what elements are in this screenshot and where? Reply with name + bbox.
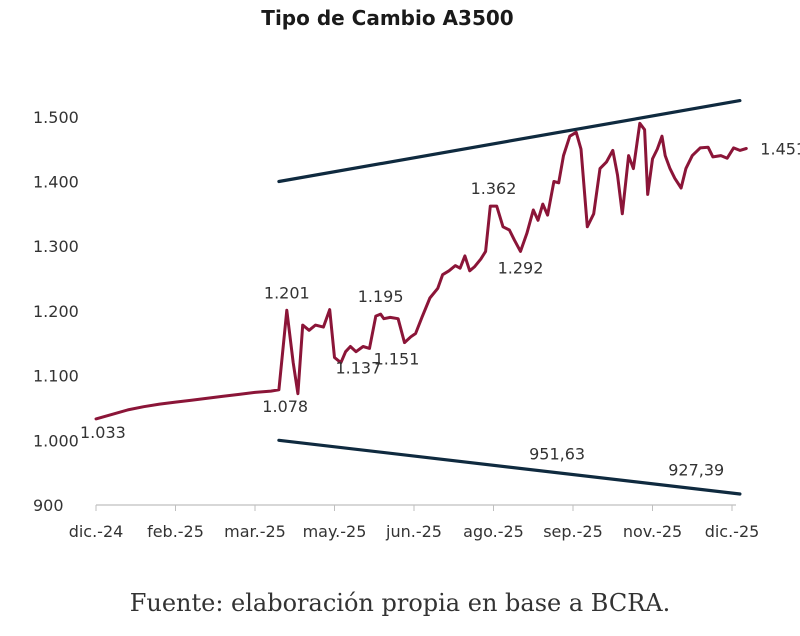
y-tick-label: 1.000 (33, 431, 79, 450)
x-tick-label: dic.-24 (69, 522, 124, 541)
x-tick-label: may.-25 (303, 522, 367, 541)
data-label: 1.201 (264, 283, 310, 302)
y-tick-label: 900 (33, 496, 64, 515)
x-tick-label: nov.-25 (623, 522, 682, 541)
x-tick-label: feb.-25 (147, 522, 204, 541)
chart-title: Tipo de Cambio A3500 (261, 6, 514, 30)
data-label: 1.078 (262, 397, 308, 416)
data-label: 1.451 (760, 140, 800, 159)
data-label: 1.137 (335, 359, 381, 378)
y-tick-label: 1.500 (33, 108, 79, 127)
y-tick-label: 1.200 (33, 302, 79, 321)
data-label: 1.033 (80, 423, 126, 442)
lower-band-line (277, 438, 742, 496)
data-label: 1.362 (471, 179, 517, 198)
x-tick-label: mar.-25 (224, 522, 286, 541)
data-label: 1.292 (498, 258, 544, 277)
upper-band-line (277, 99, 742, 184)
line-chart: 900 1.000 1.100 1.200 1.300 1.400 1.500 dic.-24… (33, 99, 800, 541)
data-label: 1.151 (374, 350, 420, 369)
data-label: 1.195 (358, 287, 404, 306)
y-tick-label: 1.400 (33, 173, 79, 192)
data-label: 927,39 (668, 460, 724, 479)
exchange-rate-line (94, 121, 748, 421)
x-tick-label: sep.-25 (543, 522, 603, 541)
x-tick-label: ago.-25 (463, 522, 524, 541)
source-note: Fuente: elaboración propia en base a BCR… (129, 589, 671, 617)
x-tick-label: dic.-25 (705, 522, 760, 541)
data-label: 951,63 (529, 445, 585, 464)
y-tick-label: 1.100 (33, 367, 79, 386)
x-tick-label: jun.-25 (385, 522, 442, 541)
y-tick-label: 1.300 (33, 237, 79, 256)
